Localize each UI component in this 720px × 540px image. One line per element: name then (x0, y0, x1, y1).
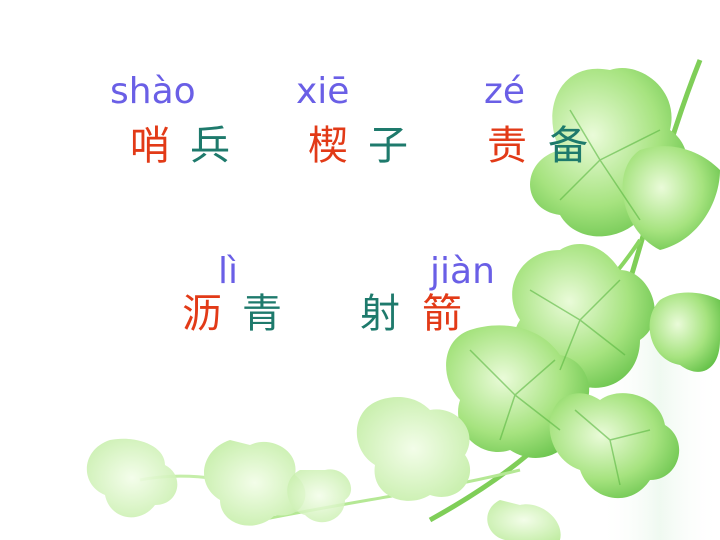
char-zi: 子 (368, 123, 408, 169)
pinyin-shao: shào (110, 71, 196, 112)
char-she: 射 (360, 291, 400, 337)
char-li: 沥 (182, 291, 222, 337)
char-ze: 责 (487, 123, 527, 169)
pinyin-xie: xiē (296, 71, 350, 112)
pinyin-jian: jiàn (430, 251, 495, 292)
char-qing: 青 (242, 291, 282, 337)
char-bing: 兵 (190, 123, 230, 169)
pinyin-li: lì (218, 251, 239, 292)
char-xie: 楔 (308, 123, 348, 169)
char-jian: 箭 (422, 291, 462, 337)
char-bei: 备 (548, 123, 588, 169)
char-shao: 哨 (130, 123, 170, 169)
pinyin-ze: zé (484, 71, 526, 112)
